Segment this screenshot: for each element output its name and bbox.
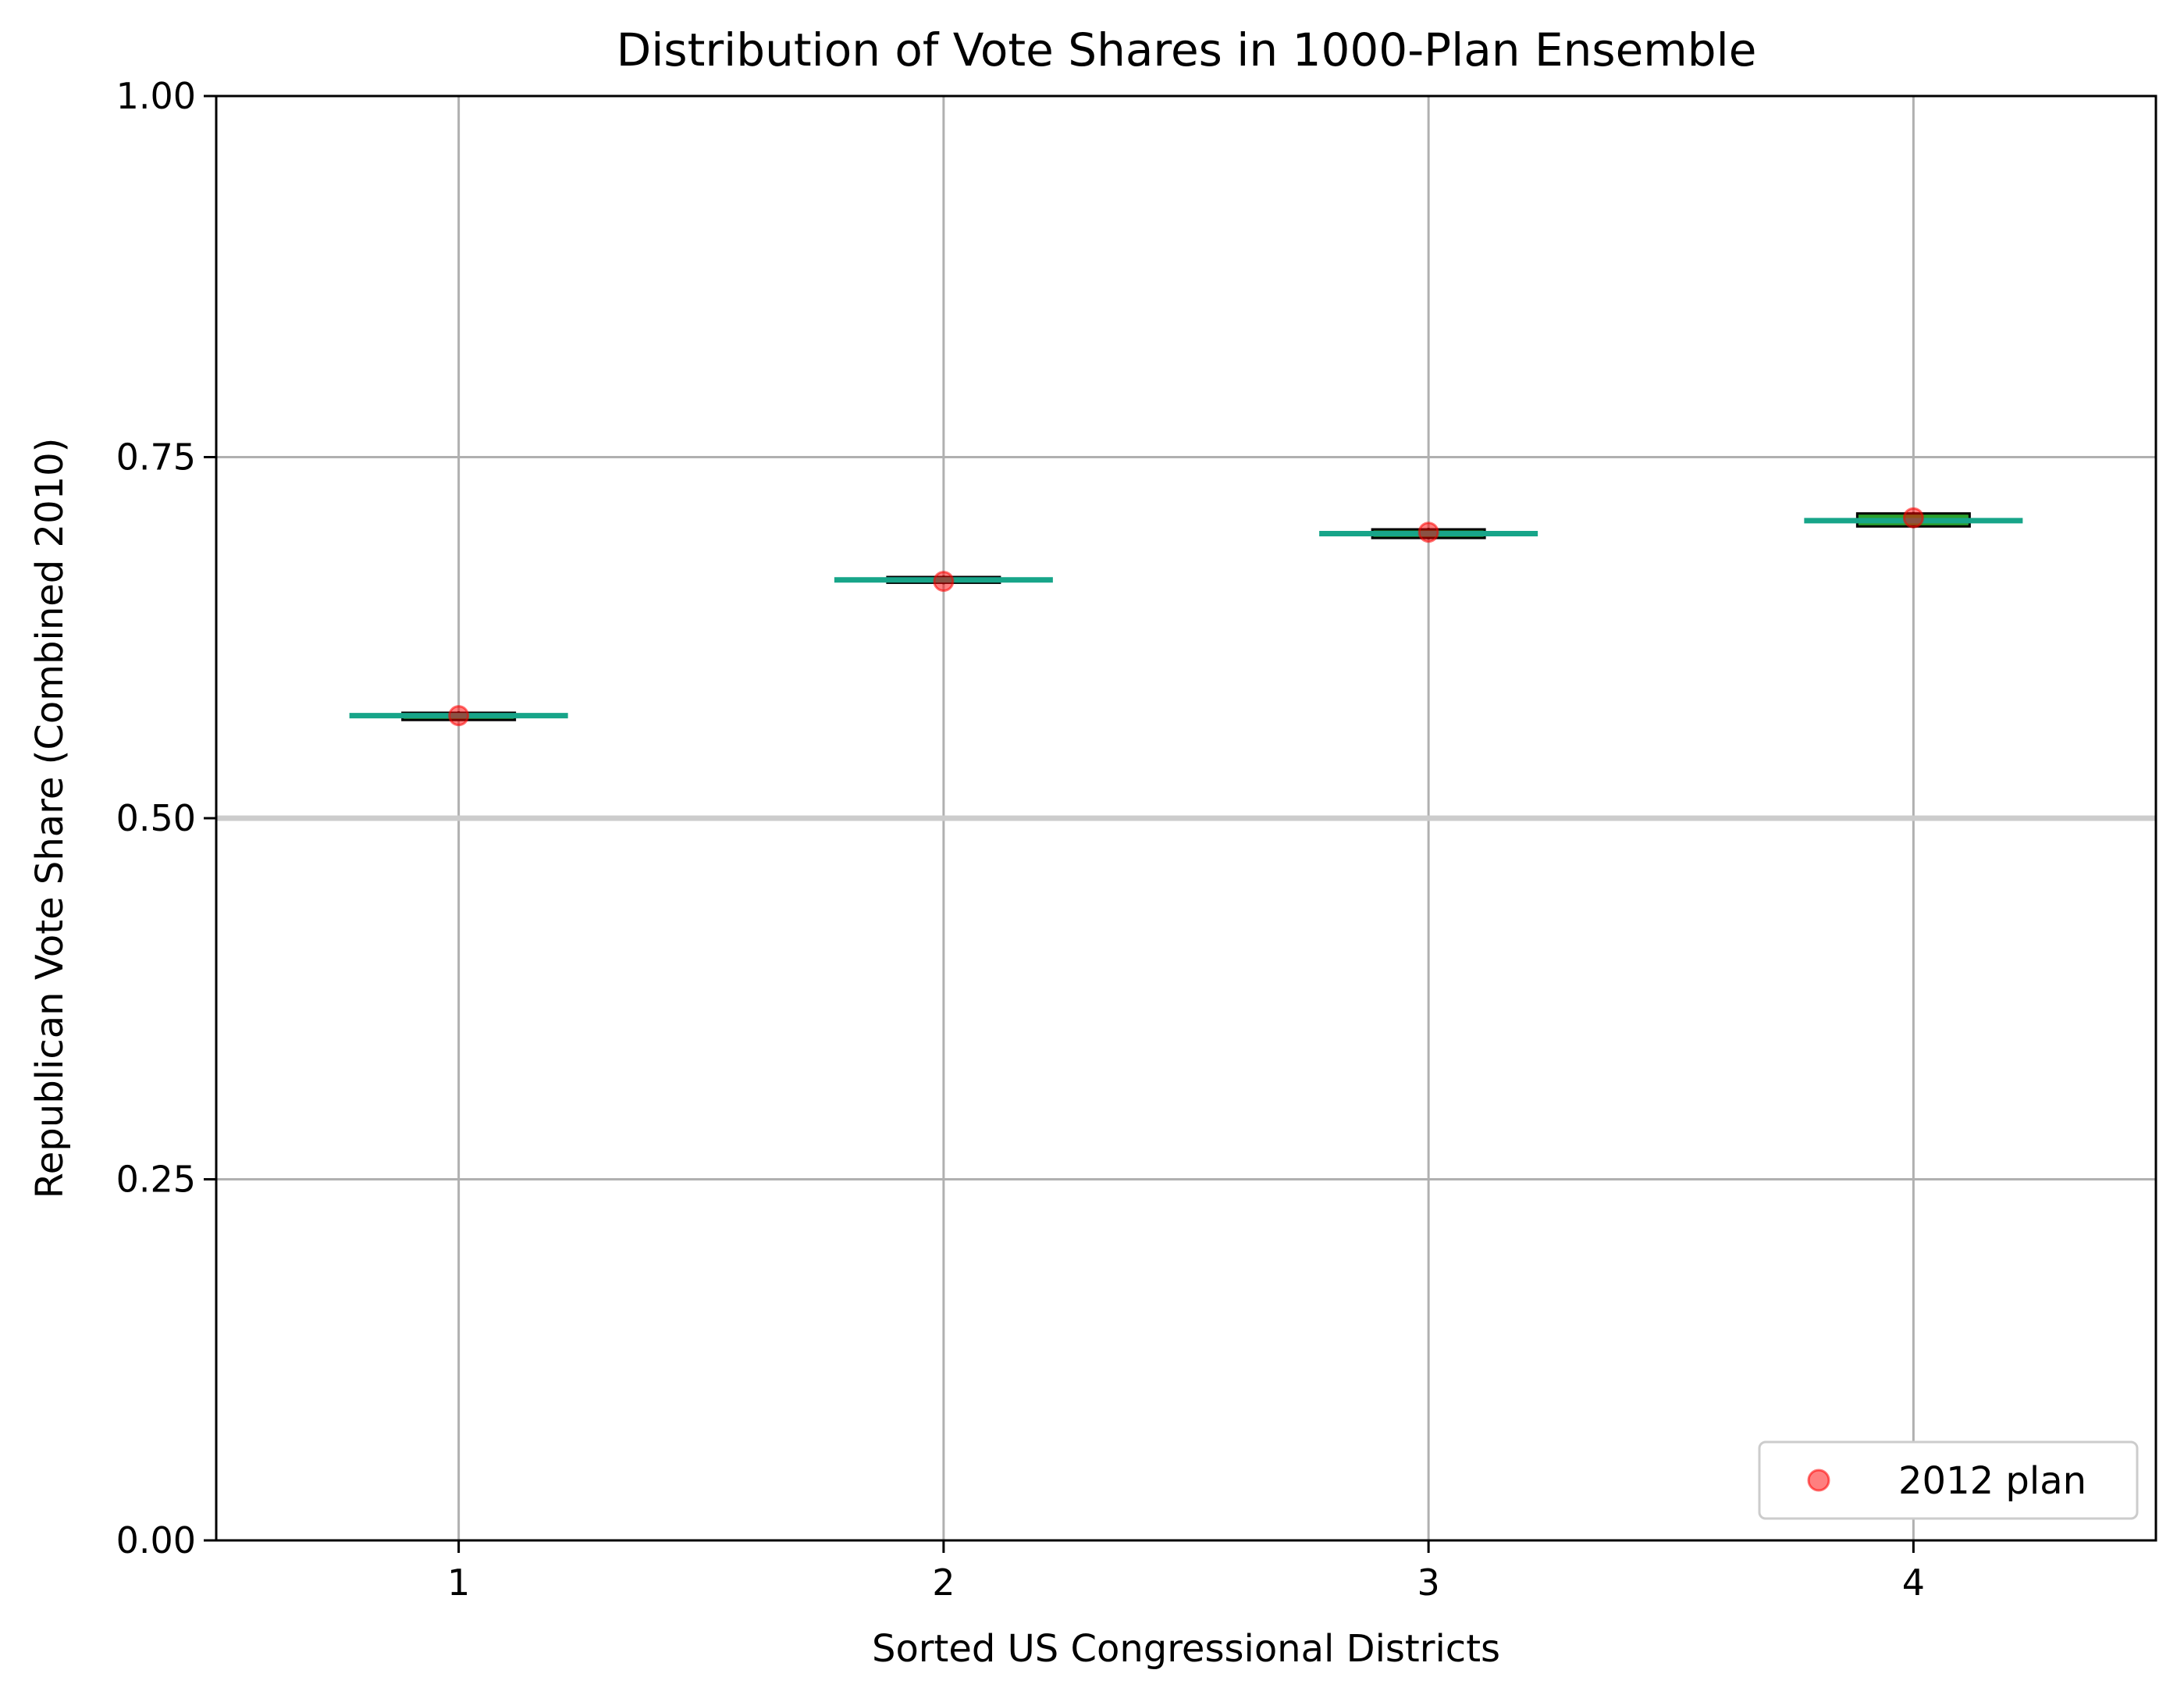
x-tick-label: 2 [932, 1561, 955, 1604]
x-tick-label: 3 [1417, 1561, 1439, 1604]
marker-2012-plan-3 [1417, 522, 1439, 543]
x-axis-ticks: 1 2 3 4 [447, 1540, 1925, 1604]
marker-2012-plan-1 [448, 705, 470, 727]
y-tick-label: 1.00 [116, 75, 196, 117]
marker-2012-plan-2 [933, 571, 955, 593]
marker-2012-plan-4 [1902, 507, 1924, 529]
y-tick-label: 0.75 [116, 436, 196, 479]
x-axis-label: Sorted US Congressional Districts [872, 1627, 1500, 1671]
y-tick-label: 0.25 [116, 1159, 196, 1201]
x-tick-label: 1 [447, 1561, 470, 1604]
legend: 2012 plan [1758, 1440, 2139, 1520]
legend-box [1758, 1440, 2139, 1520]
marker-group [448, 507, 1924, 727]
y-axis-ticks: 0.00 0.25 0.50 0.75 1.00 [116, 75, 216, 1561]
chart-title: Distribution of Vote Shares in 1000-Plan… [617, 23, 1757, 77]
y-axis-label: Republican Vote Share (Combined 2010) [28, 438, 72, 1199]
y-tick-label: 0.50 [116, 797, 196, 839]
legend-marker [1807, 1469, 1830, 1492]
x-tick-label: 4 [1902, 1561, 1925, 1604]
legend-label: 2012 plan [1898, 1459, 2086, 1503]
y-tick-label: 0.00 [116, 1519, 196, 1561]
